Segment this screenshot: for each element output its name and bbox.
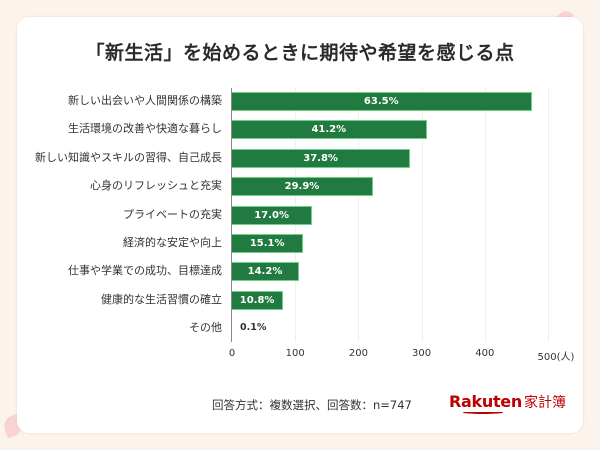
category-label: 生活環境の改善や快適な暮らし	[68, 122, 222, 136]
category-label: 仕事や学業での成功、目標達成	[68, 264, 222, 278]
bar: 37.8%	[232, 148, 411, 168]
bar-value-label: 10.8%	[239, 294, 275, 306]
bar-value-label: 14.2%	[247, 266, 283, 278]
y-axis-line	[231, 88, 232, 342]
x-tick-label: 400	[475, 348, 495, 359]
category-label: プライベートの充実	[123, 207, 222, 221]
bar: 63.5%	[232, 92, 532, 111]
bar-value-label: 37.8%	[303, 152, 338, 164]
bar: 14.2%	[232, 262, 299, 282]
footnote: 回答方式：複数選択、回答数：n=747	[212, 398, 412, 412]
category-label: 新しい知識やスキルの習得、自己成長	[35, 150, 222, 164]
bar: 41.2%	[232, 120, 427, 140]
bar-value-label: 63.5%	[363, 96, 399, 107]
bar: 17.0%	[232, 205, 313, 225]
bar: 10.8%	[232, 290, 284, 310]
brand-swoosh-icon	[463, 411, 503, 414]
bar-value-label: 15.1%	[249, 238, 285, 249]
x-tick-label: 300	[412, 348, 432, 359]
chart-title: 「新生活」を始めるときに期待や希望を感じる点	[85, 42, 515, 64]
category-label: その他	[189, 321, 222, 335]
category-label: 新しい出会いや人間関係の構築	[68, 94, 222, 107]
x-tick-label: 200	[348, 348, 368, 359]
x-tick-label: 100	[285, 348, 305, 359]
brand-logo: Rakuten 家計簿	[449, 392, 566, 414]
category-label: 心身のリフレッシュと充実	[90, 179, 222, 193]
bar-value-label: 17.0%	[254, 209, 289, 221]
gridline	[358, 88, 360, 342]
gridline	[548, 88, 549, 342]
gridline	[421, 88, 423, 342]
x-tick-label: 0	[228, 348, 236, 359]
bar-value-label: 41.2%	[311, 124, 347, 136]
gridline	[484, 88, 486, 342]
brand-name-ja: 家計簿	[523, 395, 566, 411]
bar: 15.1%	[232, 234, 304, 253]
category-label: 経済的な安定や向上	[123, 236, 222, 249]
bar-value-label: 29.9%	[284, 181, 320, 193]
category-label: 健康的な生活習慣の確立	[101, 292, 222, 306]
brand-name-en: Rakuten	[449, 392, 522, 411]
chart-card	[17, 17, 583, 433]
x-tick-label: 500(人)	[537, 352, 575, 363]
bar: 29.9%	[232, 177, 373, 197]
bar-value-label: 0.1%	[240, 322, 267, 334]
